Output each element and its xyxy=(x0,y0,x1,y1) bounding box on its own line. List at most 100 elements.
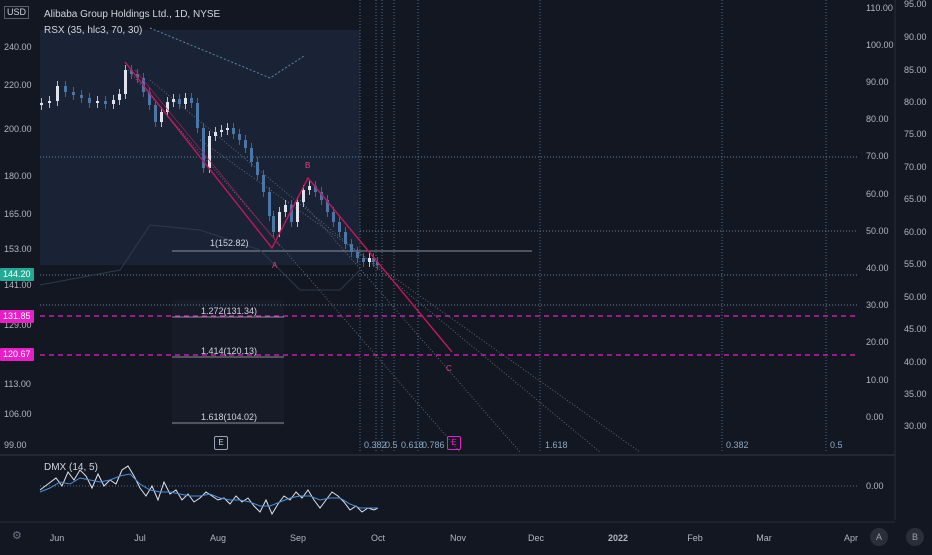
wave-label-b: B xyxy=(305,161,310,170)
right-tick: 70.00 xyxy=(904,162,927,172)
candle-body xyxy=(302,190,305,202)
wave-label-a: A xyxy=(272,261,278,270)
candle-body xyxy=(80,95,83,98)
candle-body xyxy=(272,216,275,232)
right-tick: 90.00 xyxy=(904,32,927,42)
dmx-line-white xyxy=(39,465,379,516)
candle-body xyxy=(372,258,375,262)
time-fib-05: 0.5 xyxy=(385,440,398,450)
price-tick: 113.00 xyxy=(4,379,31,389)
candle-body xyxy=(64,86,67,92)
candle-body xyxy=(284,205,287,212)
candle-body xyxy=(232,128,235,134)
candle-body xyxy=(160,112,163,122)
candle-body xyxy=(96,101,99,103)
time-tick-mar: Mar xyxy=(756,533,772,543)
rsx-line xyxy=(149,27,305,79)
candle-body xyxy=(256,162,259,175)
rsx-indicator-label[interactable]: RSX (35, hlc3, 70, 30) xyxy=(44,25,143,36)
time-fib-0786: 0.786 xyxy=(422,440,445,450)
candle-body xyxy=(148,92,151,105)
candle-body xyxy=(238,134,241,140)
candle-body xyxy=(130,70,133,74)
candle-body xyxy=(368,258,371,262)
magenta-target-lines xyxy=(40,315,858,356)
time-fib-0382-b: 0.382 xyxy=(726,440,749,450)
right-tick: 60.00 xyxy=(904,227,927,237)
rsx-tick: 90.00 xyxy=(866,77,889,87)
rsx-axis: 110.00 100.00 90.00 80.00 70.00 60.00 50.00 40.… xyxy=(866,3,894,422)
candle-body xyxy=(124,70,127,94)
rsx-tick: 50.00 xyxy=(866,226,889,236)
auto-scale-button[interactable]: A xyxy=(870,528,888,546)
time-tick-2022: 2022 xyxy=(608,533,628,543)
projection-lines xyxy=(127,69,641,453)
candle-body xyxy=(320,192,323,200)
candle-body xyxy=(88,98,91,103)
earnings-event-icon[interactable]: E xyxy=(214,436,228,450)
dmx-line-blue xyxy=(39,473,378,509)
candle-body xyxy=(244,140,247,148)
last-price-tag: 144.20 xyxy=(0,268,34,281)
price-tick: 106.00 xyxy=(4,409,32,419)
time-tick-apr: Apr xyxy=(844,533,858,543)
target-price-tag-2: 120.67 xyxy=(0,348,34,361)
candle-body xyxy=(226,128,229,130)
candle-body xyxy=(296,202,299,222)
fib-label-1414: 1.414(120.13) xyxy=(201,346,257,356)
zigzag-parallel xyxy=(134,69,281,247)
candle-body xyxy=(166,102,169,112)
time-tick-jul: Jul xyxy=(134,533,146,543)
time-fib-0382: 0.382 xyxy=(364,440,387,450)
price-tick: 180.00 xyxy=(4,171,32,181)
time-fib-0618: 0.618 xyxy=(401,440,424,450)
earnings-event-icon-upcoming[interactable]: E xyxy=(447,436,461,450)
candle-body xyxy=(362,258,365,262)
time-axis[interactable]: Jun Jul Aug Sep Oct Nov Dec 2022 Feb Mar Apr xyxy=(50,533,858,543)
right-tick: 35.00 xyxy=(904,389,927,399)
elliott-wave-zigzag xyxy=(124,61,453,353)
price-tick: 200.00 xyxy=(4,124,32,134)
fib-label-1: 1(152.82) xyxy=(210,238,249,248)
rsx-tick: 60.00 xyxy=(866,189,889,199)
price-tick: 141.00 xyxy=(4,280,32,290)
currency-label[interactable]: USD xyxy=(4,6,30,19)
log-scale-button[interactable]: B xyxy=(906,528,924,546)
candle-body xyxy=(72,92,75,95)
candle-body xyxy=(136,74,139,78)
right-tick: 40.00 xyxy=(904,357,927,367)
right-tick: 30.00 xyxy=(904,421,927,431)
fib-label-1618: 1.618(104.02) xyxy=(201,412,257,422)
time-fib-lines xyxy=(359,0,827,452)
time-tick-jun: Jun xyxy=(50,533,65,543)
fib-label-1272: 1.272(131.34) xyxy=(201,306,257,316)
rsx-zone-shade xyxy=(40,30,360,265)
rsx-faint-curve xyxy=(39,224,361,291)
candle-body xyxy=(104,101,107,104)
candle-body xyxy=(350,244,353,252)
candle-body xyxy=(356,252,359,258)
time-fib-05-b: 0.5 xyxy=(830,440,843,450)
time-tick-nov: Nov xyxy=(450,533,467,543)
candle-body xyxy=(308,186,311,190)
dmx-indicator-label[interactable]: DMX (14, 5) xyxy=(44,462,98,473)
symbol-title[interactable]: Alibaba Group Holdings Ltd., 1D, NYSE xyxy=(44,9,221,20)
right-tick: 50.00 xyxy=(904,292,927,302)
price-tick: 165.00 xyxy=(4,209,32,219)
settings-icon[interactable]: ⚙ xyxy=(12,530,22,542)
candle-body xyxy=(190,98,193,103)
time-tick-aug: Aug xyxy=(210,533,226,543)
rsx-tick: 40.00 xyxy=(866,263,889,273)
candle-body xyxy=(278,212,281,232)
right-tick: 85.00 xyxy=(904,65,927,75)
rsx-tick: 80.00 xyxy=(866,114,889,124)
right-axis: 95.00 90.00 85.00 80.00 75.00 70.00 65.00 60.00… xyxy=(904,0,927,431)
price-tick: 240.00 xyxy=(4,42,32,52)
fib-zone-shade xyxy=(172,300,284,425)
candle-body xyxy=(376,262,379,265)
right-tick: 95.00 xyxy=(904,0,927,9)
right-tick: 80.00 xyxy=(904,97,927,107)
candle-body xyxy=(344,232,347,244)
